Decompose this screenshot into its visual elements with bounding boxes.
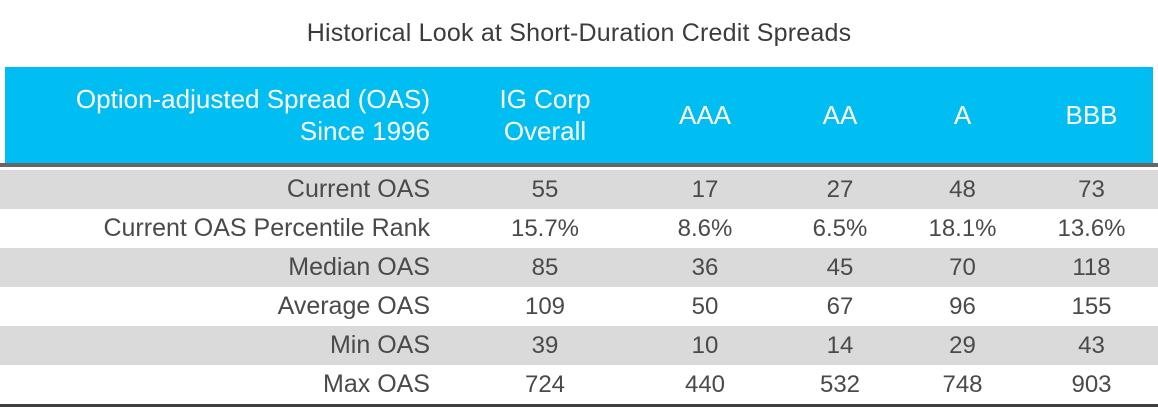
value-aa: 67 [826, 292, 854, 320]
column-header-aa: AA [822, 100, 858, 130]
value-aa: 45 [826, 253, 854, 281]
value-a: 748 [942, 370, 983, 398]
value-bbb: 43 [1078, 331, 1105, 359]
row-label: Min OAS [329, 331, 430, 359]
table-row-current-oas: Current OAS 55 17 27 48 73 [0, 170, 1158, 209]
header-gap [0, 167, 1158, 170]
value-aaa: 8.6% [677, 214, 733, 242]
row-label: Max OAS [323, 370, 430, 398]
column-header-aaa: AAA [678, 100, 732, 130]
value-aaa: 440 [684, 370, 726, 398]
value-aaa: 36 [691, 253, 719, 281]
value-a: 29 [949, 331, 976, 359]
header-separator-line [0, 163, 1158, 167]
table-bottom-border [0, 404, 1158, 407]
value-ig-corp: 55 [531, 175, 559, 203]
value-ig-corp: 85 [531, 253, 559, 281]
row-label: Average OAS [277, 292, 430, 320]
value-ig-corp: 39 [531, 331, 559, 359]
row-label: Current OAS Percentile Rank [103, 214, 430, 242]
value-ig-corp: 15.7% [510, 214, 580, 242]
column-header-bbb: BBB [1065, 100, 1118, 130]
value-bbb: 118 [1072, 253, 1111, 281]
row-label: Median OAS [288, 253, 430, 281]
table-row-min-oas: Min OAS 39 10 14 29 43 [0, 326, 1158, 365]
table-row-max-oas: Max OAS 724 440 532 748 903 [0, 365, 1158, 404]
value-aaa: 50 [691, 292, 719, 320]
row-label: Current OAS [286, 175, 430, 203]
value-ig-corp: 724 [524, 370, 566, 398]
column-header-ig-corp-overall: IG Corp Overall [499, 84, 591, 146]
value-a: 96 [949, 292, 976, 320]
value-a: 18.1% [928, 214, 997, 242]
value-bbb: 155 [1071, 292, 1112, 320]
value-ig-corp: 109 [524, 292, 566, 320]
value-bbb: 73 [1078, 175, 1105, 203]
header-background [5, 67, 1153, 163]
table-row-median-oas: Median OAS 85 36 45 70 118 [0, 248, 1158, 287]
header-label-line1: Option-adjusted Spread (OAS) [75, 84, 430, 114]
table-row-current-oas-percentile-rank: Current OAS Percentile Rank 15.7% 8.6% 6… [0, 209, 1158, 248]
table-row-average-oas: Average OAS 109 50 67 96 155 [0, 287, 1158, 326]
value-a: 70 [949, 253, 976, 281]
value-aa: 14 [826, 331, 854, 359]
table-header-row: Option-adjusted Spread (OAS) Since 1996 … [0, 67, 1158, 163]
value-aaa: 17 [691, 175, 719, 203]
value-bbb: 13.6% [1057, 214, 1126, 242]
value-bbb: 903 [1071, 370, 1112, 398]
page-title: Historical Look at Short-Duration Credit… [306, 19, 852, 47]
header-label-line2: Since 1996 [299, 116, 430, 146]
value-aa: 6.5% [812, 214, 868, 242]
value-a: 48 [949, 175, 976, 203]
title-bar: Historical Look at Short-Duration Credit… [0, 0, 1158, 67]
header-label-cell: Option-adjusted Spread (OAS) Since 1996 [0, 83, 460, 147]
value-aa: 532 [819, 370, 861, 398]
column-header-a: A [953, 100, 972, 130]
value-aa: 27 [826, 175, 854, 203]
value-aaa: 10 [691, 331, 719, 359]
